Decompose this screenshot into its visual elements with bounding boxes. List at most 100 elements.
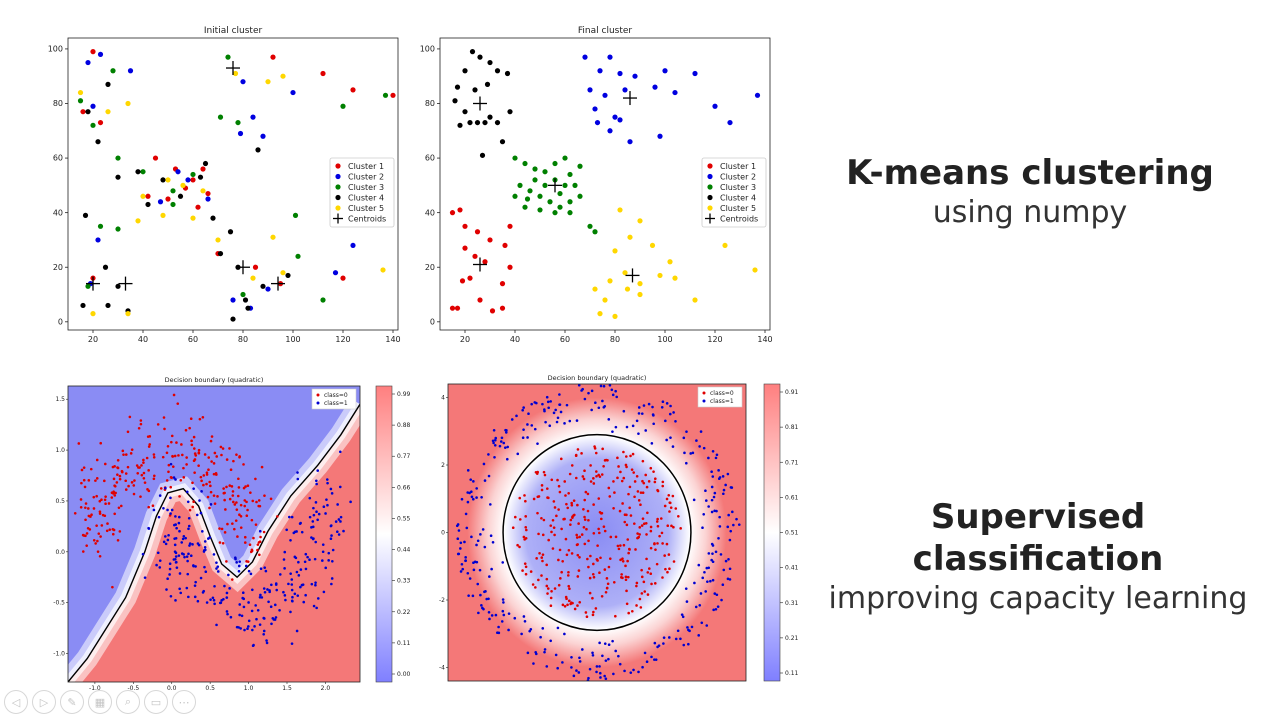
moons-point: [308, 558, 311, 561]
circles-point: [518, 518, 522, 521]
circles-point: [481, 606, 484, 610]
moons-point: [225, 596, 229, 599]
pen-icon[interactable]: ✎: [60, 690, 84, 714]
moons-point: [238, 513, 241, 517]
moons-point: [182, 466, 185, 470]
legend-label: Cluster 3: [720, 183, 756, 192]
moons-point: [106, 522, 109, 525]
moons-point: [111, 532, 115, 536]
circles-point: [558, 403, 562, 406]
colorbar-tick-label: 0.88: [397, 422, 411, 429]
moons-point: [177, 515, 181, 519]
moons-point: [116, 459, 120, 462]
moons-point: [334, 520, 338, 523]
circles-point: [476, 582, 480, 586]
moons-point: [187, 595, 190, 599]
circles-point: [735, 517, 738, 521]
moons-point: [297, 560, 300, 564]
circles-decision-boundary: [502, 433, 692, 632]
moons-point: [207, 456, 211, 459]
y-tick-label: 4: [441, 395, 445, 402]
initial-point: [350, 87, 356, 93]
moons-point: [208, 506, 211, 510]
circles-point: [601, 654, 604, 658]
y-tick-label: 40: [53, 208, 63, 217]
circles-point: [660, 405, 664, 409]
circles-point: [536, 511, 539, 515]
circles-point: [488, 575, 491, 578]
circles-point: [721, 583, 725, 586]
moons-point: [205, 471, 209, 474]
moons-point: [147, 469, 150, 472]
circles-point: [544, 420, 547, 424]
circles-point: [477, 611, 480, 615]
moons-point: [312, 604, 316, 608]
circles-point: [711, 552, 714, 555]
slides-icon[interactable]: ▦: [88, 690, 112, 714]
initial-point: [97, 119, 104, 126]
final-point: [457, 207, 463, 213]
subtitle-icon[interactable]: ▭: [144, 690, 168, 714]
circles-point: [466, 571, 470, 575]
circles-point: [551, 547, 555, 550]
circles-point: [690, 625, 694, 629]
final-centroid-marker: [473, 96, 487, 111]
final-centroid-marker: [473, 257, 487, 272]
circles-point: [546, 496, 549, 499]
moons-point: [97, 532, 101, 535]
moons-point: [254, 477, 257, 481]
circles-point: [622, 543, 626, 547]
circles-point: [621, 502, 624, 505]
circles-point: [497, 625, 500, 629]
moons-point: [95, 494, 98, 498]
moons-point: [174, 599, 177, 602]
circles-point: [717, 469, 720, 472]
moons-point: [178, 495, 181, 498]
y-tick-label: -1.0: [53, 651, 65, 658]
moons-point: [143, 481, 147, 484]
zoom-icon[interactable]: ⌕: [116, 690, 140, 714]
circles-point: [643, 590, 647, 593]
circles-point: [722, 568, 726, 572]
moons-point: [238, 603, 242, 606]
next-icon[interactable]: ▷: [32, 690, 56, 714]
moons-point: [205, 601, 209, 604]
final-point: [612, 313, 618, 319]
moons-point: [127, 484, 130, 488]
moons-point: [188, 508, 192, 512]
legend-marker: [335, 184, 341, 190]
circles-point: [597, 497, 601, 500]
moons-point: [107, 502, 111, 505]
initial-point: [250, 114, 256, 120]
circles-point: [718, 515, 721, 519]
final-point: [562, 155, 568, 161]
initial-point: [290, 89, 296, 96]
circles-point: [582, 526, 586, 529]
circles-point: [598, 475, 602, 478]
initial-point: [350, 242, 356, 249]
final-point: [567, 210, 573, 216]
circles-point: [524, 499, 527, 503]
prev-icon[interactable]: ◁: [4, 690, 28, 714]
circles-point: [694, 605, 698, 609]
plot-title: Decision boundary (quadratic): [165, 376, 264, 384]
more-icon[interactable]: ⋯: [172, 690, 196, 714]
moons-point: [229, 615, 233, 619]
moons-point: [182, 534, 186, 538]
circles-point: [607, 565, 611, 569]
moons-point: [95, 524, 98, 527]
initial-point: [240, 79, 246, 85]
final-point: [547, 199, 553, 205]
moons-point: [283, 594, 287, 597]
moons-point: [80, 481, 83, 485]
circles-point: [624, 564, 627, 568]
circles-point: [522, 535, 526, 539]
circles-point: [717, 537, 720, 540]
circles-point: [583, 397, 587, 401]
circles-point: [625, 523, 629, 527]
circles-point: [715, 593, 719, 597]
circles-point: [641, 459, 645, 463]
circles-point: [553, 533, 556, 537]
moons-point: [256, 608, 260, 612]
